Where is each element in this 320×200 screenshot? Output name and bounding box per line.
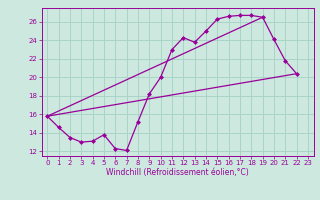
X-axis label: Windchill (Refroidissement éolien,°C): Windchill (Refroidissement éolien,°C): [106, 168, 249, 177]
